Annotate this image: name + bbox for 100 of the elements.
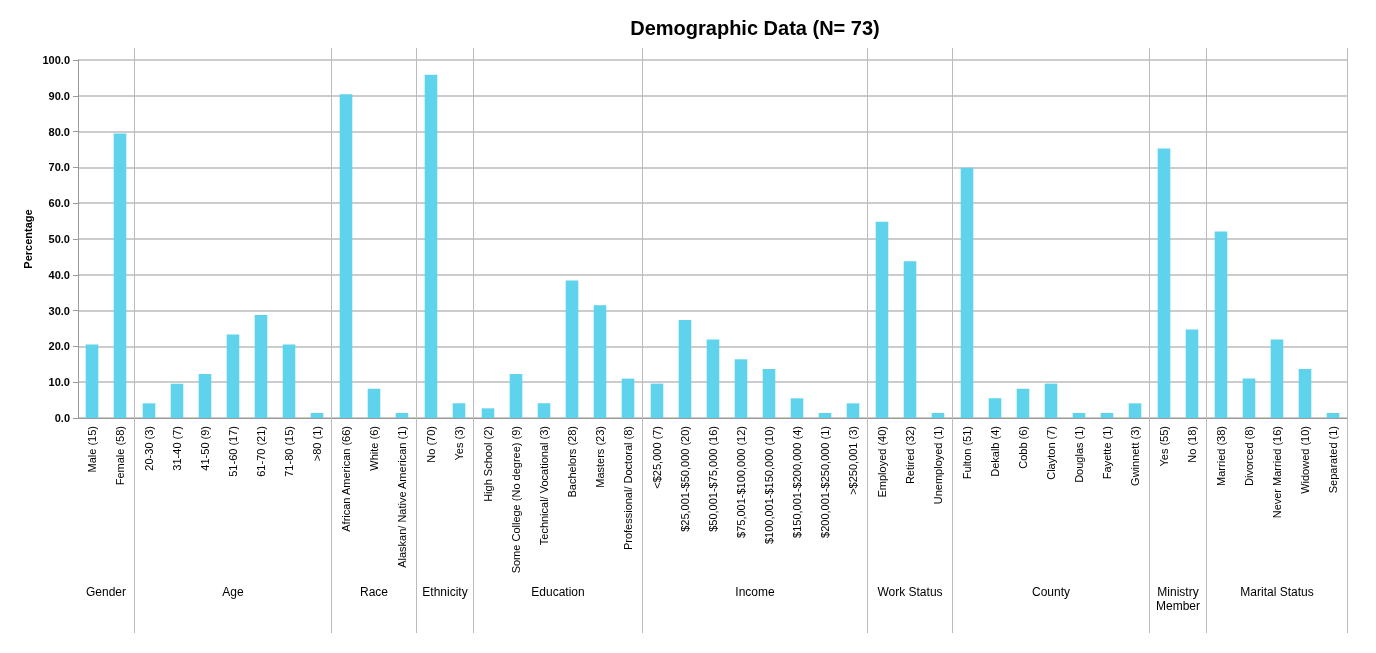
chart-title: Demographic Data (N= 73) — [630, 16, 880, 40]
x-tick-label: African American (66) — [340, 426, 352, 532]
x-tick-label: Yes (3) — [453, 426, 465, 461]
bar — [198, 373, 212, 418]
y-tick-label: 20.0 — [48, 340, 70, 353]
bar — [226, 334, 240, 418]
x-tick-label: $50,001-$75,000 (16) — [707, 426, 719, 532]
x-tick-label: Cobb (6) — [1017, 426, 1029, 469]
x-tick-label: Clayton (7) — [1045, 426, 1057, 480]
y-tick-label: 60.0 — [48, 197, 70, 210]
bar — [310, 412, 324, 418]
bar — [846, 403, 860, 418]
y-tick-label: 50.0 — [48, 233, 70, 245]
bar — [1270, 339, 1284, 418]
bar — [537, 403, 551, 418]
x-tick-label: Male (15) — [86, 426, 98, 473]
x-tick-label: Technical/ Vocational (3) — [538, 426, 550, 546]
x-tick-label: $75,001-$100,000 (12) — [735, 426, 747, 538]
x-tick-label: Employed (40) — [876, 426, 888, 498]
bar — [1072, 412, 1086, 418]
x-tick-label: Douglas (1) — [1073, 426, 1085, 483]
bar — [1214, 231, 1228, 418]
y-tick-label: 0.0 — [54, 412, 70, 424]
x-tick-label: $100,001-$150,000 (10) — [763, 426, 775, 545]
x-tick-label: Retired (32) — [904, 426, 916, 485]
bar — [593, 305, 607, 418]
x-tick-label: Masters (23) — [594, 426, 606, 488]
x-tick-label: No (70) — [425, 426, 437, 463]
y-tick-label: 90.0 — [48, 89, 70, 102]
bar — [706, 339, 720, 418]
bar — [1326, 412, 1340, 418]
x-tick-label: Married (38) — [1215, 426, 1227, 486]
x-axis-title: Income — [734, 585, 776, 599]
x-axis-title: County — [1031, 585, 1071, 599]
y-tick-label: 80.0 — [48, 125, 70, 138]
x-tick-label: >$250,001 (3) — [847, 426, 859, 495]
bar — [1298, 368, 1312, 418]
x-tick-label: <$25,000 (7) — [651, 426, 663, 489]
x-tick-label: Fayette (1) — [1101, 426, 1113, 480]
x-tick-label: Separated (1) — [1327, 426, 1339, 494]
x-tick-label: 31-40 (7) — [171, 426, 183, 471]
bar — [1100, 412, 1114, 418]
x-tick-label: 51-60 (17) — [227, 426, 239, 477]
bar — [960, 167, 974, 418]
x-tick-label: Fulton (51) — [961, 426, 973, 480]
y-tick-label: 100.0 — [42, 54, 70, 66]
x-axis-title: Gender — [85, 585, 127, 599]
x-axis-title: Age — [221, 585, 245, 599]
bar — [1242, 378, 1256, 418]
bar — [254, 314, 268, 418]
x-tick-label: >80 (1) — [311, 426, 323, 462]
x-tick-label: Some College (No degree) (9) — [510, 426, 522, 574]
bar — [509, 373, 523, 418]
bar — [678, 319, 692, 418]
x-tick-label: Widowed (10) — [1299, 426, 1311, 494]
y-axis-title: Percentage — [21, 209, 34, 269]
x-tick-label: $200,001-$250,000 (1) — [819, 426, 831, 538]
x-tick-label: $25,001-$50,000 (20) — [679, 426, 691, 532]
bar — [1044, 383, 1058, 418]
x-tick-label: No (18) — [1186, 426, 1198, 463]
bar — [170, 383, 184, 418]
x-axis-title: Work Status — [876, 585, 944, 599]
x-tick-label: White (6) — [368, 426, 380, 471]
y-tick-label: 10.0 — [48, 376, 70, 389]
bar — [790, 398, 804, 418]
bar — [1016, 388, 1030, 418]
x-tick-label: 20-30 (3) — [143, 426, 155, 471]
bar — [481, 408, 495, 418]
x-tick-label: Divorced (8) — [1243, 426, 1255, 486]
bar — [282, 344, 296, 418]
y-tick-label: 40.0 — [48, 268, 70, 281]
x-axis-title: Marital Status — [1239, 585, 1315, 599]
bar — [621, 378, 635, 418]
x-tick-label: Professional/ Doctoral (8) — [622, 426, 634, 551]
x-tick-label: 41-50 (9) — [199, 426, 211, 471]
y-tick-label: 70.0 — [48, 161, 70, 174]
x-tick-label: Yes (55) — [1158, 426, 1170, 467]
x-tick-label: $150,001-$200,000 (4) — [791, 426, 803, 538]
bar — [762, 368, 776, 418]
x-tick-label: Bachelors (28) — [566, 426, 578, 498]
x-axis-title: Education — [530, 585, 586, 599]
bar — [650, 383, 664, 418]
x-tick-label: Dekalb (4) — [989, 426, 1001, 477]
bar — [565, 280, 579, 418]
bar — [818, 412, 832, 418]
bar — [734, 359, 748, 418]
x-tick-label: Never Married (16) — [1271, 426, 1283, 519]
bar — [1128, 403, 1142, 418]
x-tick-label: Alaskan/ Native American (1) — [396, 426, 408, 568]
x-tick-label: Female (58) — [114, 426, 126, 486]
bar — [988, 398, 1002, 418]
x-tick-label: Unemployed (1) — [932, 426, 944, 505]
x-tick-label: 61-70 (21) — [255, 426, 267, 477]
x-axis-title: Ethnicity — [421, 585, 469, 599]
x-axis-title: Ministry Member — [1155, 585, 1201, 613]
y-tick-label: 30.0 — [48, 304, 70, 317]
x-tick-label: 71-80 (15) — [283, 426, 295, 477]
x-axis-title: Race — [359, 585, 389, 599]
x-tick-label: High School (2) — [482, 426, 494, 502]
x-tick-label: Gwinnett (3) — [1129, 426, 1141, 486]
